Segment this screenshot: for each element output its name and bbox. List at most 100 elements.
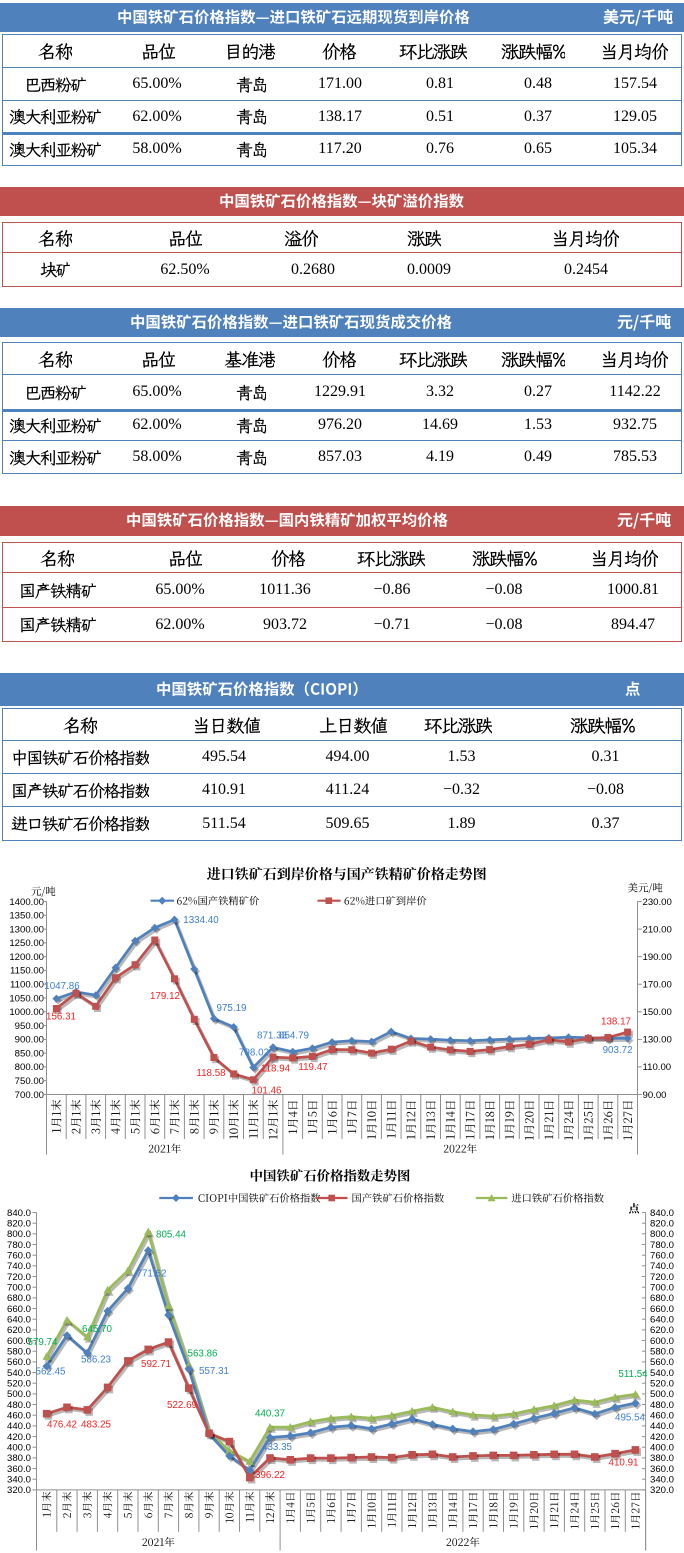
- svg-text:871.33: 871.33: [257, 1030, 288, 1041]
- svg-text:210.00: 210.00: [643, 924, 672, 935]
- svg-text:1100.00: 1100.00: [10, 980, 44, 991]
- svg-text:170.00: 170.00: [643, 980, 672, 991]
- svg-text:320.0: 320.0: [7, 1485, 31, 1496]
- svg-text:360.0: 360.0: [7, 1464, 31, 1475]
- svg-text:700.0: 700.0: [650, 1283, 674, 1294]
- svg-text:433.35: 433.35: [262, 1442, 293, 1453]
- svg-text:520.0: 520.0: [650, 1379, 674, 1390]
- svg-text:600.0: 600.0: [7, 1336, 31, 1347]
- svg-text:660.0: 660.0: [7, 1304, 31, 1315]
- svg-text:522.69: 522.69: [167, 1400, 197, 1411]
- svg-text:511.54: 511.54: [618, 1369, 648, 1380]
- svg-text:680.0: 680.0: [7, 1293, 31, 1304]
- svg-text:480.0: 480.0: [650, 1400, 674, 1411]
- svg-text:903.72: 903.72: [603, 1045, 633, 1056]
- svg-text:495.54: 495.54: [615, 1412, 646, 1423]
- svg-text:720.0: 720.0: [650, 1272, 674, 1283]
- svg-text:119.47: 119.47: [298, 1062, 327, 1073]
- svg-text:805.44: 805.44: [156, 1229, 187, 1240]
- svg-text:1300.00: 1300.00: [9, 924, 44, 935]
- svg-text:340.0: 340.0: [650, 1475, 674, 1486]
- svg-text:800.00: 800.00: [15, 1062, 44, 1073]
- svg-text:780.0: 780.0: [650, 1240, 674, 1251]
- svg-text:1000.00: 1000.00: [9, 1007, 44, 1018]
- svg-text:520.0: 520.0: [7, 1379, 31, 1390]
- svg-text:150.00: 150.00: [643, 1007, 672, 1018]
- svg-text:740.0: 740.0: [7, 1261, 31, 1272]
- svg-text:557.31: 557.31: [199, 1366, 229, 1377]
- svg-text:640.0: 640.0: [650, 1315, 674, 1326]
- svg-text:420.0: 420.0: [7, 1432, 31, 1443]
- svg-text:580.0: 580.0: [7, 1347, 31, 1358]
- svg-text:380.0: 380.0: [7, 1453, 31, 1464]
- svg-text:1400.00: 1400.00: [9, 897, 44, 908]
- svg-text:900.00: 900.00: [15, 1035, 44, 1046]
- svg-text:380.0: 380.0: [650, 1453, 674, 1464]
- svg-text:854.79: 854.79: [279, 1030, 309, 1041]
- svg-text:179.12: 179.12: [150, 991, 180, 1002]
- svg-text:400.0: 400.0: [650, 1443, 674, 1454]
- svg-text:562.45: 562.45: [36, 1366, 67, 1377]
- svg-text:850.00: 850.00: [15, 1048, 44, 1059]
- svg-text:320.0: 320.0: [650, 1485, 674, 1496]
- svg-text:760.0: 760.0: [7, 1251, 31, 1262]
- svg-text:700.00: 700.00: [15, 1090, 44, 1101]
- svg-text:156.31: 156.31: [46, 1011, 76, 1022]
- svg-text:586.23: 586.23: [81, 1354, 112, 1365]
- svg-text:820.0: 820.0: [650, 1219, 674, 1230]
- svg-text:645.70: 645.70: [82, 1324, 113, 1335]
- svg-text:800.0: 800.0: [650, 1229, 674, 1240]
- svg-text:118.58: 118.58: [196, 1068, 226, 1079]
- svg-text:820.0: 820.0: [7, 1219, 31, 1230]
- svg-text:110.00: 110.00: [643, 1062, 672, 1073]
- svg-text:440.0: 440.0: [7, 1421, 31, 1432]
- svg-text:975.19: 975.19: [217, 1003, 247, 1014]
- svg-text:840.0: 840.0: [7, 1208, 31, 1219]
- svg-text:740.0: 740.0: [650, 1261, 674, 1272]
- svg-text:101.46: 101.46: [252, 1085, 283, 1096]
- svg-text:420.0: 420.0: [650, 1432, 674, 1443]
- svg-text:780.0: 780.0: [7, 1240, 31, 1251]
- svg-text:118.94: 118.94: [261, 1063, 291, 1074]
- svg-text:620.0: 620.0: [650, 1325, 674, 1336]
- svg-text:410.91: 410.91: [609, 1457, 639, 1468]
- svg-text:190.00: 190.00: [643, 952, 672, 963]
- svg-text:1350.00: 1350.00: [9, 911, 44, 922]
- svg-text:563.86: 563.86: [188, 1348, 219, 1359]
- svg-text:620.0: 620.0: [7, 1325, 31, 1336]
- svg-text:798.02: 798.02: [239, 1047, 269, 1058]
- svg-text:130.00: 130.00: [643, 1035, 672, 1046]
- svg-text:400.0: 400.0: [7, 1443, 31, 1454]
- svg-text:640.0: 640.0: [7, 1315, 31, 1326]
- svg-text:720.0: 720.0: [7, 1272, 31, 1283]
- svg-text:540.0: 540.0: [7, 1368, 31, 1379]
- svg-text:800.0: 800.0: [7, 1229, 31, 1240]
- svg-text:1334.40: 1334.40: [183, 915, 219, 926]
- svg-text:90.00: 90.00: [643, 1090, 667, 1101]
- svg-text:560.0: 560.0: [7, 1357, 31, 1368]
- svg-text:1200.00: 1200.00: [9, 952, 44, 963]
- svg-text:476.42: 476.42: [47, 1419, 77, 1430]
- svg-text:1047.86: 1047.86: [44, 981, 80, 992]
- svg-text:1050.00: 1050.00: [9, 993, 44, 1004]
- svg-text:540.0: 540.0: [650, 1368, 674, 1379]
- svg-text:600.0: 600.0: [650, 1336, 674, 1347]
- svg-text:680.0: 680.0: [650, 1293, 674, 1304]
- svg-text:592.71: 592.71: [141, 1359, 171, 1370]
- svg-text:700.0: 700.0: [7, 1283, 31, 1294]
- svg-text:440.37: 440.37: [255, 1408, 285, 1419]
- svg-text:480.0: 480.0: [7, 1400, 31, 1411]
- svg-text:360.0: 360.0: [650, 1464, 674, 1475]
- svg-text:1250.00: 1250.00: [9, 938, 44, 949]
- svg-text:138.17: 138.17: [601, 1016, 631, 1027]
- svg-text:560.0: 560.0: [650, 1357, 674, 1368]
- svg-text:750.00: 750.00: [15, 1076, 44, 1087]
- svg-text:230.00: 230.00: [643, 897, 672, 908]
- svg-text:440.0: 440.0: [650, 1421, 674, 1432]
- svg-text:580.0: 580.0: [650, 1347, 674, 1358]
- svg-text:950.00: 950.00: [15, 1021, 44, 1032]
- svg-text:500.0: 500.0: [650, 1389, 674, 1400]
- svg-text:840.0: 840.0: [650, 1208, 674, 1219]
- svg-text:460.0: 460.0: [7, 1411, 31, 1422]
- svg-text:579.74: 579.74: [28, 1337, 59, 1348]
